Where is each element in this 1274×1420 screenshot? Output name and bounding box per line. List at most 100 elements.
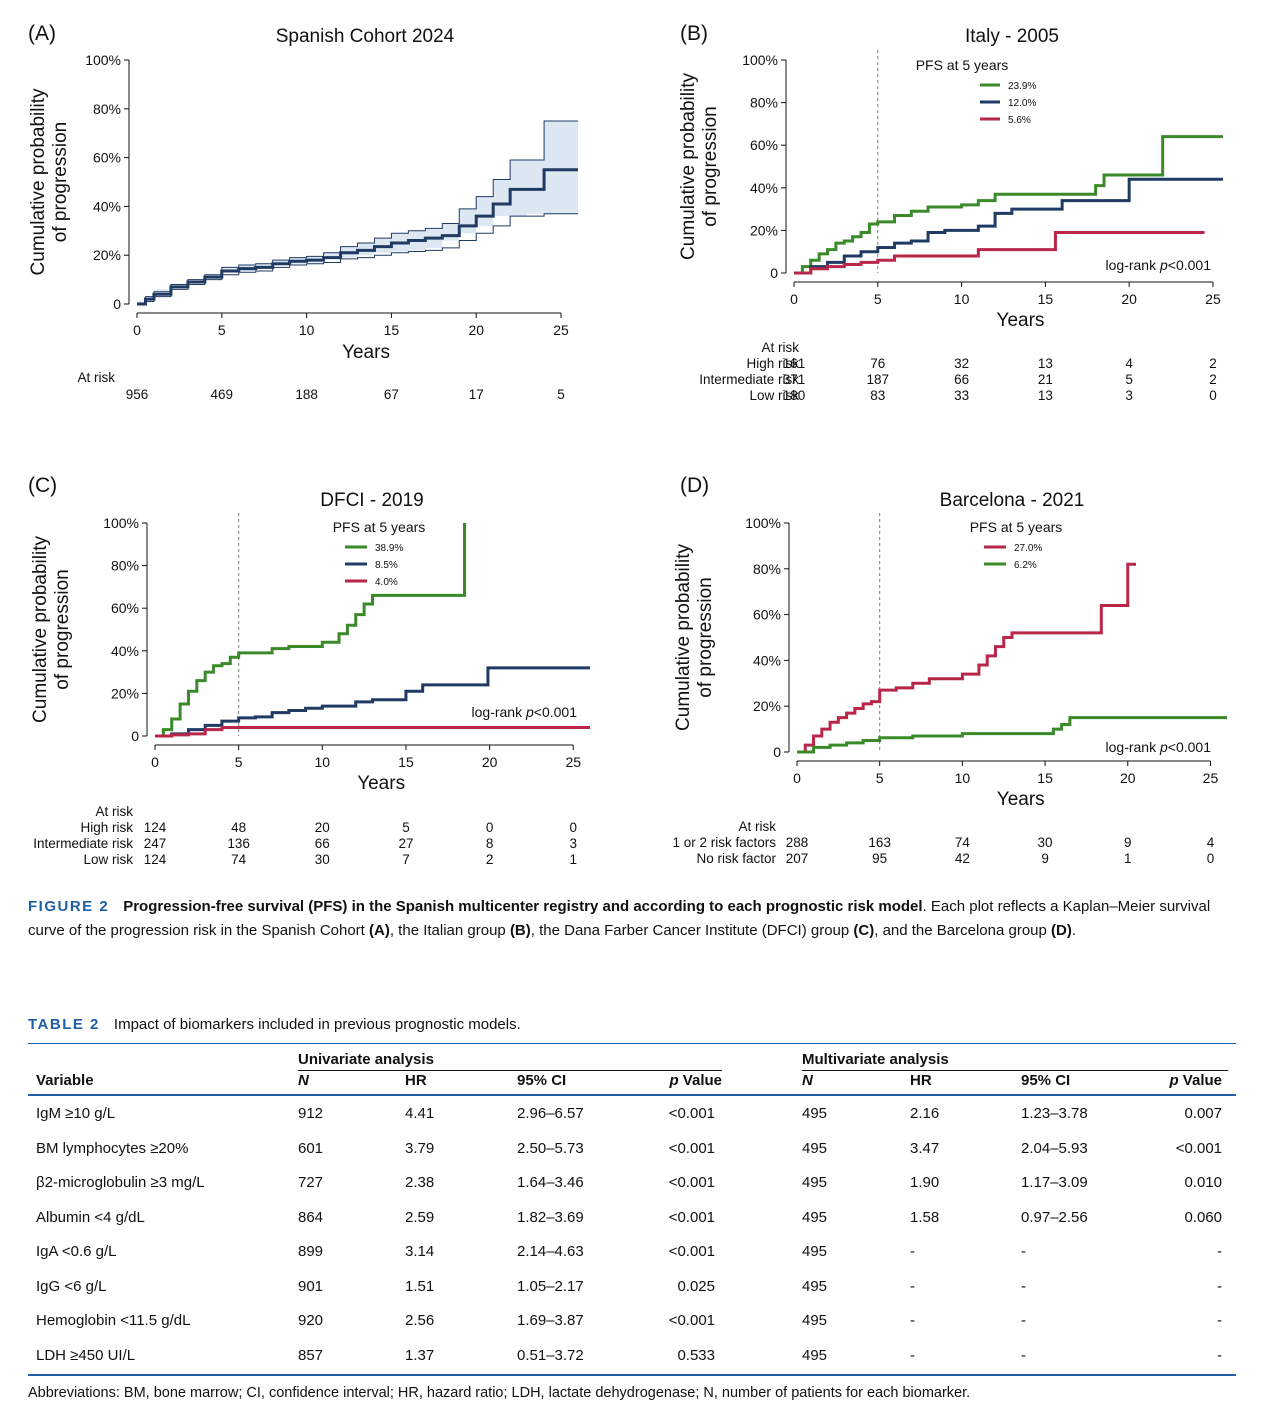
y-axis-label-line: of progression	[52, 569, 73, 689]
table-title: TABLE 2 Impact of biomarkers included in …	[28, 1016, 521, 1033]
y-axis-label: Cumulative probabilityof progression	[30, 536, 73, 723]
table-cell: 1.37	[405, 1346, 435, 1364]
x-tick-label: 15	[1037, 770, 1053, 786]
at-risk-value: 207	[786, 851, 809, 866]
x-tick-label: 20	[468, 322, 484, 338]
at-risk-value: 2	[1209, 372, 1217, 387]
x-tick-label: 0	[790, 291, 798, 307]
at-risk-value: 9	[1124, 835, 1132, 850]
at-risk-value: 124	[144, 852, 167, 867]
x-tick-label: 20	[1120, 770, 1136, 786]
caption-bold: Progression-free survival (PFS) in the S…	[123, 898, 923, 915]
y-tick-label: 80%	[753, 561, 781, 577]
y-tick-label: 80%	[93, 101, 121, 117]
at-risk-value: 7	[402, 852, 410, 867]
table-cell: 0.025	[677, 1277, 715, 1295]
at-risk-value: 48	[231, 820, 246, 835]
table-cell: 857	[298, 1346, 324, 1364]
x-tick-label: 20	[482, 754, 498, 770]
table-cell: -	[1021, 1277, 1026, 1295]
y-tick-label: 20%	[753, 698, 781, 714]
x-tick-label: 0	[793, 770, 801, 786]
table-cell: 2.04–5.93	[1021, 1139, 1088, 1157]
y-tick-label: 40%	[753, 652, 781, 668]
table-cell: 0.010	[1184, 1174, 1222, 1191]
at-risk-value: 76	[870, 356, 885, 371]
x-tick-label: 10	[955, 770, 971, 786]
at-risk-value: 3	[1125, 388, 1133, 403]
table-cell: 4.41	[405, 1105, 435, 1122]
table-bottom-rule	[28, 1374, 1236, 1376]
at-risk-value: 95	[872, 851, 887, 866]
table-cell: -	[1217, 1277, 1222, 1295]
at-risk-value: 30	[1038, 835, 1053, 850]
x-tick-label: 5	[874, 291, 882, 307]
header-hr-uni: HR	[405, 1072, 427, 1089]
table-cell: 1.90	[910, 1174, 940, 1191]
km-curve	[137, 168, 578, 306]
x-tick-label: 15	[398, 754, 414, 770]
at-risk-value: 21	[1038, 372, 1053, 387]
y-tick-label: 20%	[750, 222, 778, 238]
x-axis-label: Years	[997, 310, 1045, 331]
legend-title: PFS at 5 years	[333, 519, 426, 535]
y-axis-label-line: Cumulative probability	[30, 536, 51, 723]
at-risk-value: 5	[402, 820, 410, 835]
y-tick-label: 100%	[85, 52, 121, 68]
table-cell: 899	[298, 1243, 324, 1260]
table-cell: 901	[298, 1277, 324, 1295]
x-tick-label: 20	[1121, 291, 1137, 307]
header-ci-multi: 95% CI	[1021, 1072, 1071, 1089]
logrank-p: p	[525, 704, 534, 720]
logrank-value: <0.001	[1168, 257, 1211, 273]
y-tick-label: 20%	[93, 247, 121, 263]
table-row-variable: IgM ≥10 g/L	[36, 1105, 116, 1122]
at-risk-value: 4	[1125, 356, 1133, 371]
at-risk-title: At risk	[95, 804, 133, 819]
km-curve-red	[155, 725, 590, 738]
y-axis-label: Cumulative probabilityof progression	[28, 88, 71, 275]
panel-title: Barcelona - 2021	[940, 490, 1085, 511]
x-tick-label: 25	[553, 322, 569, 338]
km-curve-green	[797, 716, 1227, 754]
at-risk-value: 956	[126, 387, 149, 402]
table-top-rule	[28, 1043, 1236, 1044]
at-risk-row-label: 1 or 2 risk factors	[672, 835, 776, 850]
at-risk-row-label: Intermediate risk	[699, 372, 799, 387]
table-cell: -	[1021, 1346, 1026, 1364]
ci-upper-line	[137, 120, 578, 305]
table-cell: 495	[802, 1346, 828, 1364]
table-cell: <0.001	[668, 1174, 715, 1191]
table-cell: 1.69–3.87	[517, 1312, 584, 1329]
table-cell: 601	[298, 1139, 324, 1157]
y-axis-label: Cumulative probabilityof progression	[678, 73, 721, 260]
legend-value: 6.2%	[1014, 560, 1037, 571]
table-cell: 495	[802, 1174, 828, 1191]
x-axis-label: Years	[357, 773, 405, 794]
at-risk-value: 2	[486, 852, 494, 867]
panel-title: Italy - 2005	[965, 26, 1059, 47]
y-tick-label: 0	[131, 728, 139, 744]
logrank-value: <0.001	[534, 704, 577, 720]
logrank-value: <0.001	[1168, 739, 1211, 755]
km-curve-green	[155, 523, 467, 738]
at-risk-value: 0	[1209, 388, 1217, 403]
x-axis-label: Years	[997, 789, 1045, 810]
figure-caption: FIGURE 2 Progression-free survival (PFS) …	[28, 895, 1243, 943]
table-cell: 1.17–3.09	[1021, 1174, 1088, 1191]
at-risk-value: 247	[144, 836, 167, 851]
table-cell: -	[910, 1277, 915, 1295]
table-cell: <0.001	[668, 1105, 715, 1122]
caption-text-4: , and the Barcelona group	[874, 922, 1052, 939]
table-cell: 495	[802, 1139, 828, 1157]
panel-title: Spanish Cohort 2024	[276, 26, 455, 47]
km-curve-red	[794, 231, 1205, 275]
header-p-uni: p Value	[669, 1072, 722, 1089]
at-risk-value: 187	[867, 372, 890, 387]
y-axis-label-line: Cumulative probability	[678, 73, 699, 260]
logrank-p: p	[1159, 739, 1168, 755]
at-risk-title: At risk	[738, 819, 776, 834]
panel-d: (D) Barcelona - 2021 0 20% 40% 60% 80% 100% 0 5 10…	[637, 460, 1274, 880]
legend-value: 12.0%	[1008, 98, 1036, 109]
header-n-uni: N	[298, 1072, 309, 1089]
